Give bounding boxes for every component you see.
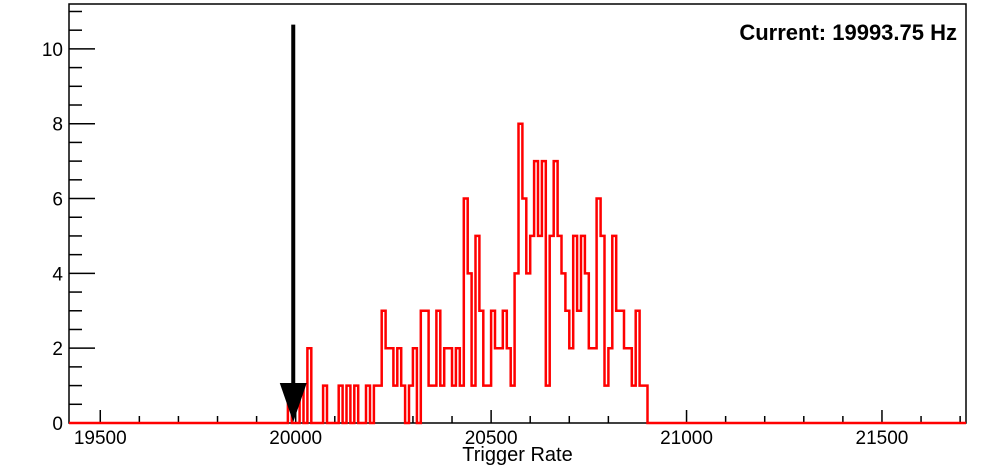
y-tick-label: 4 xyxy=(52,264,63,285)
x-axis-title: Trigger Rate xyxy=(462,444,573,466)
current-rate-arrow-head xyxy=(279,382,307,422)
x-tick-label: 20000 xyxy=(269,428,322,449)
current-rate-title: Current: 19993.75 Hz xyxy=(739,20,957,45)
y-tick-label: 8 xyxy=(52,115,63,136)
x-tick-label: 21000 xyxy=(660,428,713,449)
x-tick-label: 21500 xyxy=(856,428,909,449)
plot-frame xyxy=(68,3,967,424)
y-tick-label: 0 xyxy=(52,414,63,435)
x-tick-label: 19500 xyxy=(74,428,127,449)
y-tick-label: 6 xyxy=(52,190,63,211)
y-tick-label: 10 xyxy=(42,40,63,61)
y-tick-label: 2 xyxy=(52,339,63,360)
x-tick-label: 20500 xyxy=(465,428,518,449)
histogram-line xyxy=(69,122,966,425)
